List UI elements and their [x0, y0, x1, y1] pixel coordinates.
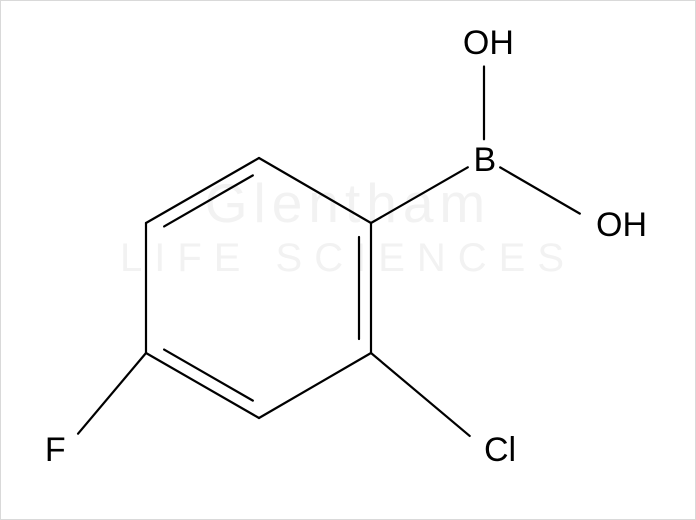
label-boron: B [473, 141, 496, 180]
label-cl: Cl [484, 431, 516, 470]
label-oh-right: OH [596, 206, 647, 245]
bonds-svg [1, 1, 696, 520]
label-f: F [45, 431, 66, 470]
label-oh-top: OH [463, 24, 514, 63]
structure-container: Glentham LIFE SCIENCES OH B OH Cl F [0, 0, 696, 520]
